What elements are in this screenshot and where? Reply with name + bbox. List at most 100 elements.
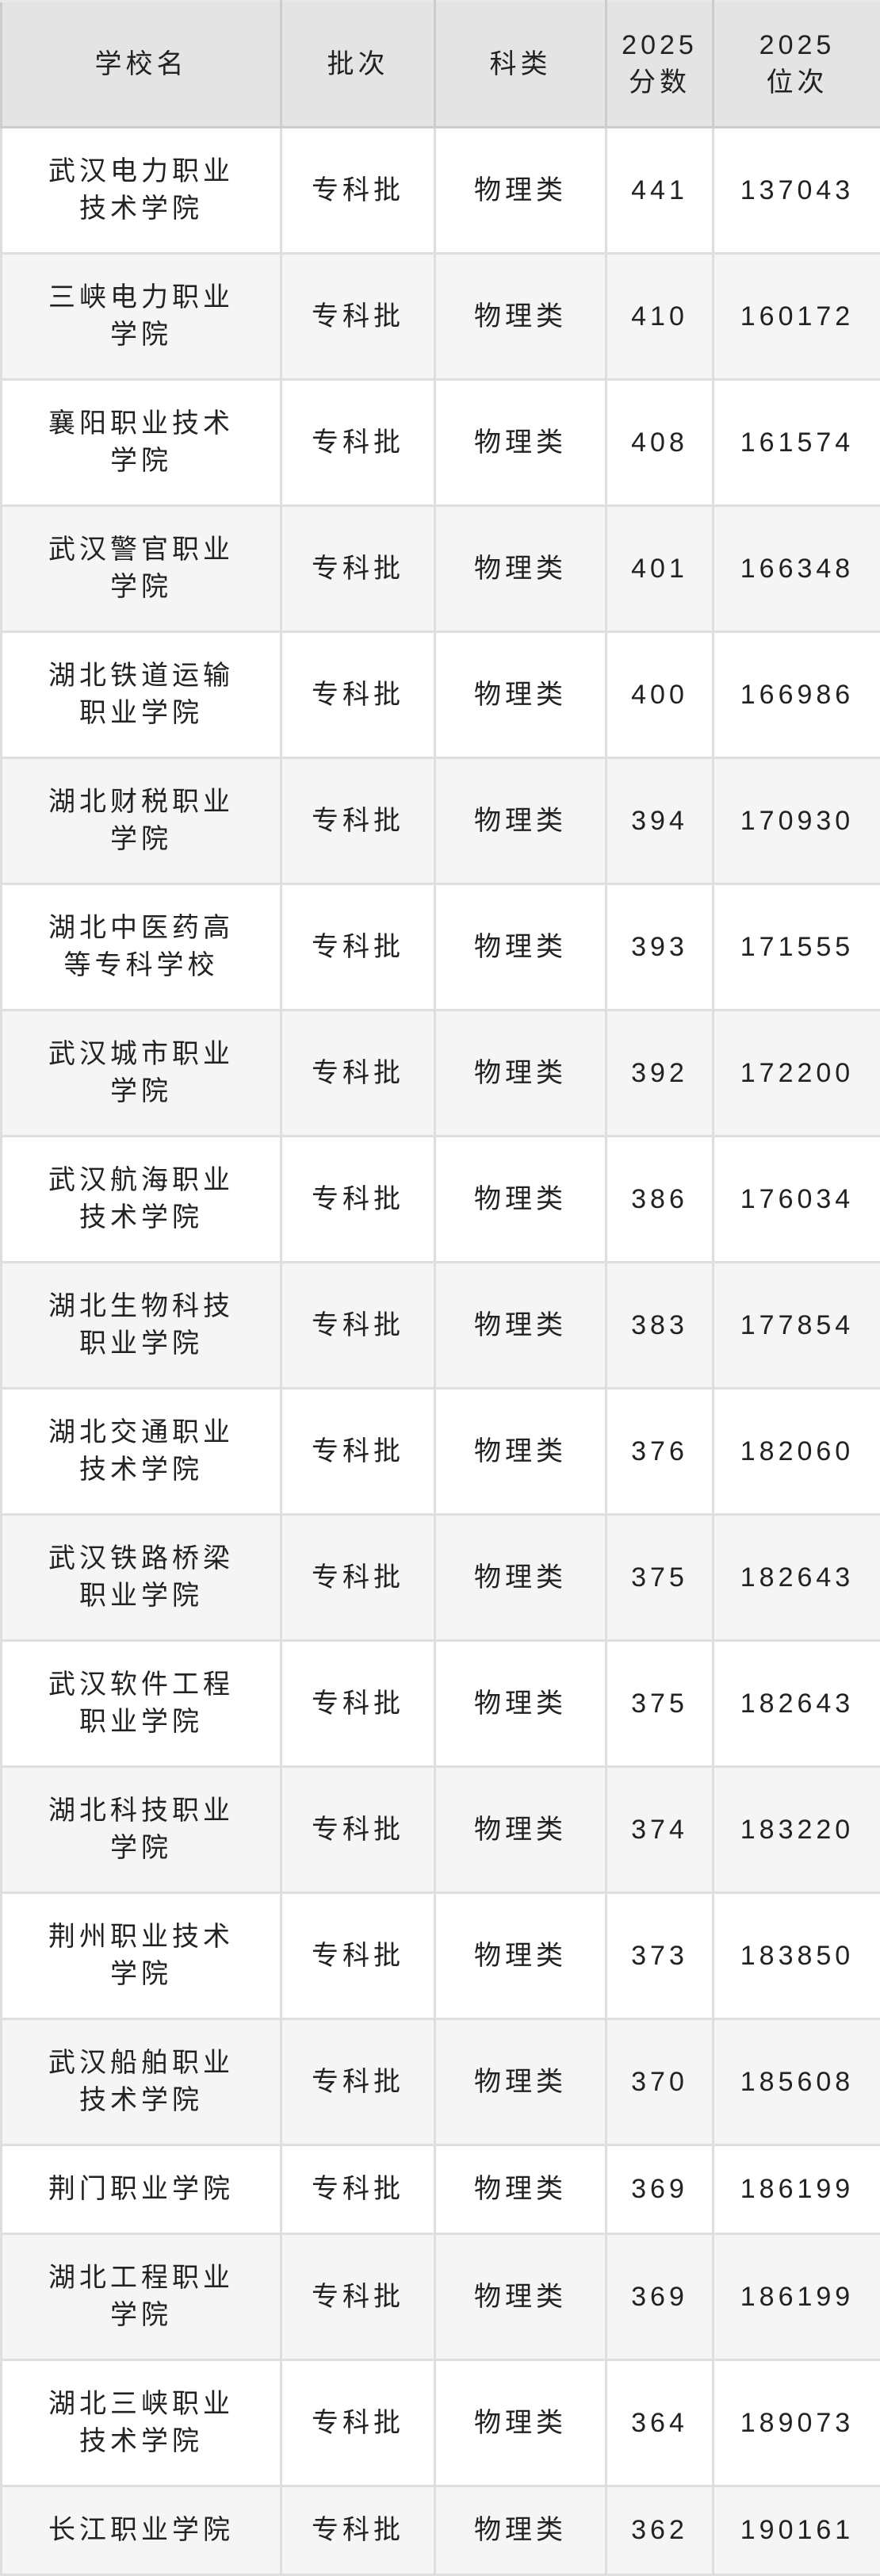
rank-cell: 183850 [714, 1893, 880, 2019]
category-cell: 物理类 [435, 1767, 606, 1893]
batch-cell: 专科批 [281, 1137, 435, 1263]
rank-cell: 166986 [714, 632, 880, 758]
batch-cell: 专科批 [281, 1515, 435, 1641]
score-cell: 375 [606, 1515, 714, 1641]
score-cell: 393 [606, 884, 714, 1010]
category-cell: 物理类 [435, 1137, 606, 1263]
score-cell: 364 [606, 2360, 714, 2486]
rank-cell: 182060 [714, 1389, 880, 1515]
school-cell: 武汉铁路桥梁职业学院 [2, 1515, 281, 1641]
batch-cell: 专科批 [281, 2486, 435, 2575]
rank-cell: 189073 [714, 2360, 880, 2486]
school-cell: 襄阳职业技术学院 [2, 380, 281, 506]
batch-cell: 专科批 [281, 758, 435, 884]
batch-cell: 专科批 [281, 2360, 435, 2486]
batch-cell: 专科批 [281, 380, 435, 506]
category-cell: 物理类 [435, 758, 606, 884]
category-cell: 物理类 [435, 2486, 606, 2575]
category-cell: 物理类 [435, 506, 606, 632]
school-cell: 荆门职业学院 [2, 2145, 281, 2234]
category-cell: 物理类 [435, 2360, 606, 2486]
school-cell: 荆州职业技术学院 [2, 1893, 281, 2019]
column-header-school: 学校名 [2, 2, 281, 128]
category-cell: 物理类 [435, 128, 606, 254]
batch-cell: 专科批 [281, 884, 435, 1010]
rank-cell: 161574 [714, 380, 880, 506]
score-cell: 362 [606, 2486, 714, 2575]
batch-cell: 专科批 [281, 506, 435, 632]
column-sublabel: 分数 [615, 64, 704, 102]
rank-cell: 177854 [714, 1263, 880, 1389]
school-cell: 武汉警官职业学院 [2, 506, 281, 632]
column-label: 科类 [444, 46, 597, 83]
batch-cell: 专科批 [281, 1767, 435, 1893]
score-cell: 376 [606, 1389, 714, 1515]
school-cell: 三峡电力职业学院 [2, 254, 281, 380]
school-cell: 武汉软件工程职业学院 [2, 1641, 281, 1767]
school-cell: 武汉船舶职业技术学院 [2, 2019, 281, 2145]
school-cell: 武汉电力职业技术学院 [2, 128, 281, 254]
category-cell: 物理类 [435, 1389, 606, 1515]
category-cell: 物理类 [435, 2234, 606, 2360]
batch-cell: 专科批 [281, 632, 435, 758]
batch-cell: 专科批 [281, 1641, 435, 1767]
score-cell: 374 [606, 1767, 714, 1893]
score-cell: 400 [606, 632, 714, 758]
school-cell: 湖北科技职业学院 [2, 1767, 281, 1893]
category-cell: 物理类 [435, 1263, 606, 1389]
column-sublabel: 位次 [722, 64, 872, 102]
school-cell: 湖北财税职业学院 [2, 758, 281, 884]
school-cell: 湖北铁道运输职业学院 [2, 632, 281, 758]
rank-cell: 183220 [714, 1767, 880, 1893]
rank-cell: 190161 [714, 2486, 880, 2575]
batch-cell: 专科批 [281, 2019, 435, 2145]
column-label: 批次 [290, 46, 426, 83]
score-cell: 441 [606, 128, 714, 254]
batch-cell: 专科批 [281, 1010, 435, 1137]
rank-cell: 176034 [714, 1137, 880, 1263]
category-cell: 物理类 [435, 1010, 606, 1137]
rank-cell: 182643 [714, 1641, 880, 1767]
rank-cell: 160172 [714, 254, 880, 380]
score-cell: 383 [606, 1263, 714, 1389]
score-cell: 392 [606, 1010, 714, 1137]
category-cell: 物理类 [435, 2019, 606, 2145]
column-label: 学校名 [40, 46, 242, 83]
score-cell: 369 [606, 2234, 714, 2360]
rank-cell: 172200 [714, 1010, 880, 1137]
rank-cell: 186199 [714, 2234, 880, 2360]
school-cell: 湖北生物科技职业学院 [2, 1263, 281, 1389]
column-header-category: 科类 [435, 2, 606, 128]
score-cell: 394 [606, 758, 714, 884]
category-cell: 物理类 [435, 380, 606, 506]
rank-cell: 137043 [714, 128, 880, 254]
batch-cell: 专科批 [281, 254, 435, 380]
score-cell: 373 [606, 1893, 714, 2019]
school-cell: 湖北中医药高等专科学校 [2, 884, 281, 1010]
category-cell: 物理类 [435, 1641, 606, 1767]
school-cell: 武汉城市职业学院 [2, 1010, 281, 1137]
rank-cell: 186199 [714, 2145, 880, 2234]
school-cell: 湖北工程职业学院 [2, 2234, 281, 2360]
score-cell: 401 [606, 506, 714, 632]
school-cell: 湖北三峡职业技术学院 [2, 2360, 281, 2486]
column-header-batch: 批次 [281, 2, 435, 128]
batch-cell: 专科批 [281, 128, 435, 254]
batch-cell: 专科批 [281, 1389, 435, 1515]
